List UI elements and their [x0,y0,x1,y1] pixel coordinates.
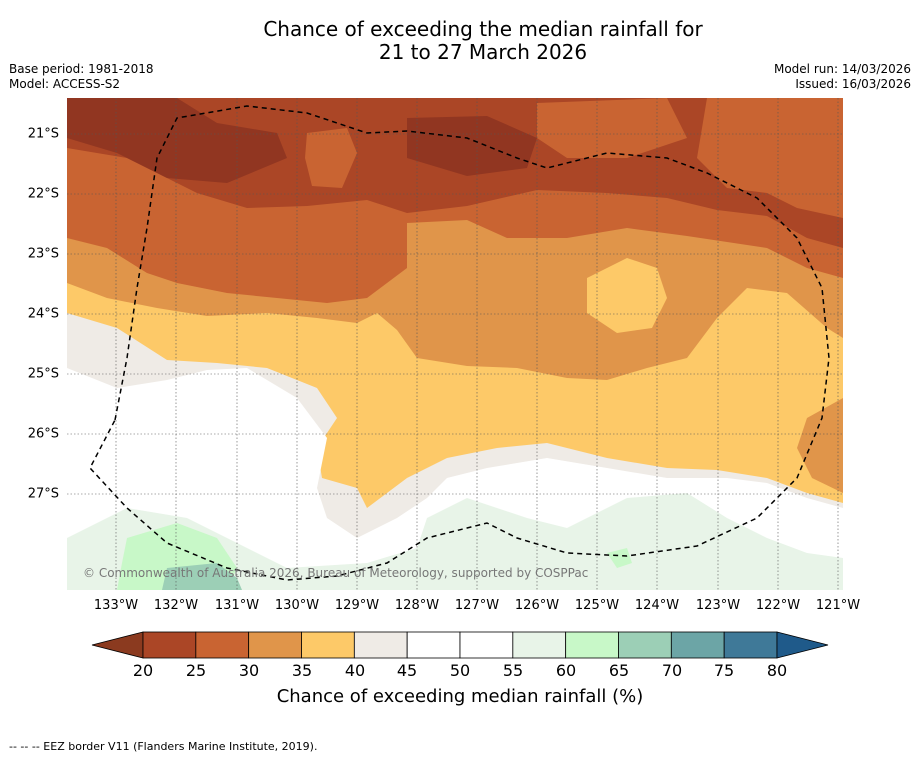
lon-label: 127°W [454,598,500,613]
model-run: Model run: 14/03/2026 [773,62,911,76]
colorbar-bin [723,631,778,659]
rainfall-map: © Commonwealth of Australia 2026, Bureau… [67,98,843,590]
colorbar-bin [618,631,672,659]
region-65-70 [162,563,242,590]
colorbar-tick-label: 20 [132,661,154,680]
lon-label: 133°W [93,598,139,613]
colorbar-bin [459,631,514,659]
colorbar-bin [353,631,408,659]
colorbar-under-arrow [91,631,144,659]
base-period: Base period: 1981-2018 [9,62,154,76]
lon-label: 122°W [755,598,801,613]
colorbar-tick-label: 45 [396,661,418,680]
lon-label: 131°W [214,598,260,613]
copyright-notice: © Commonwealth of Australia 2026, Bureau… [83,566,588,580]
colorbar-tick-label: 35 [291,661,313,680]
lat-label: 24°S [27,306,59,322]
lat-label: 27°S [27,486,59,502]
lat-label: 22°S [27,186,59,202]
region-60-65-small [607,548,632,568]
colorbar-tick-label: 55 [502,661,524,680]
colorbar-title: Chance of exceeding median rainfall (%) [276,686,644,707]
colorbar-bin [512,631,567,659]
title-line-2: 21 to 27 March 2026 [378,40,588,64]
lat-label: 26°S [27,426,59,442]
lon-label: 125°W [574,598,620,613]
region-darkest-center [407,116,537,176]
base-info: Base period: 1981-2018 Model: ACCESS-S2 [9,62,154,92]
colorbar-tick-label: 30 [238,661,260,680]
region-25-30-far-east [697,98,843,218]
lat-label: 25°S [27,366,59,382]
colorbar-tick-label: 65 [608,661,630,680]
model-name: Model: ACCESS-S2 [9,77,121,91]
colorbar-tick-label: 25 [185,661,207,680]
issued-date: Issued: 16/03/2026 [795,77,911,91]
lon-label: 129°W [334,598,380,613]
colorbar-tick-label: 80 [766,661,788,680]
map-title: Chance of exceeding the median rainfall … [0,18,919,64]
gridlines [67,98,843,590]
colorbar-tick-label: 60 [555,661,577,680]
eez-footer-note: -- -- -- EEZ border V11 (Flanders Marine… [9,740,318,753]
lat-label: 21°S [27,126,59,142]
colorbar-bin [248,631,302,659]
region-55-60 [67,493,843,590]
lon-label: 123°W [695,598,741,613]
colorbar-bin [301,631,355,659]
colorbar-bin [670,631,725,659]
region-darkest-north [67,98,287,183]
run-info: Model run: 14/03/2026 Issued: 16/03/2026 [774,62,911,92]
colorbar-over-arrow [776,631,829,659]
title-line-1: Chance of exceeding the median rainfall … [263,17,703,41]
lon-label: 132°W [153,598,199,613]
colorbar-tick-label: 40 [344,661,366,680]
colorbar-tick-label: 50 [449,661,471,680]
lon-label: 130°W [274,598,320,613]
colorbar-bin [565,631,619,659]
lon-label: 126°W [514,598,560,613]
lon-label: 128°W [394,598,440,613]
colorbar-bin [142,631,197,659]
eez-border [89,105,830,581]
region-25-30-patch [305,128,357,188]
lon-label: 124°W [634,598,680,613]
colorbar-tick-label: 70 [661,661,683,680]
lon-label: 121°W [815,598,861,613]
colorbar-tick-label: 75 [713,661,735,680]
map-canvas: © Commonwealth of Australia 2026, Bureau… [67,98,843,590]
colorbar-bin [406,631,461,659]
colorbar-bin [195,631,250,659]
lat-label: 23°S [27,246,59,262]
region-30-35-east [797,398,843,493]
region-25-30-east [537,98,687,158]
colorbar [91,631,829,659]
